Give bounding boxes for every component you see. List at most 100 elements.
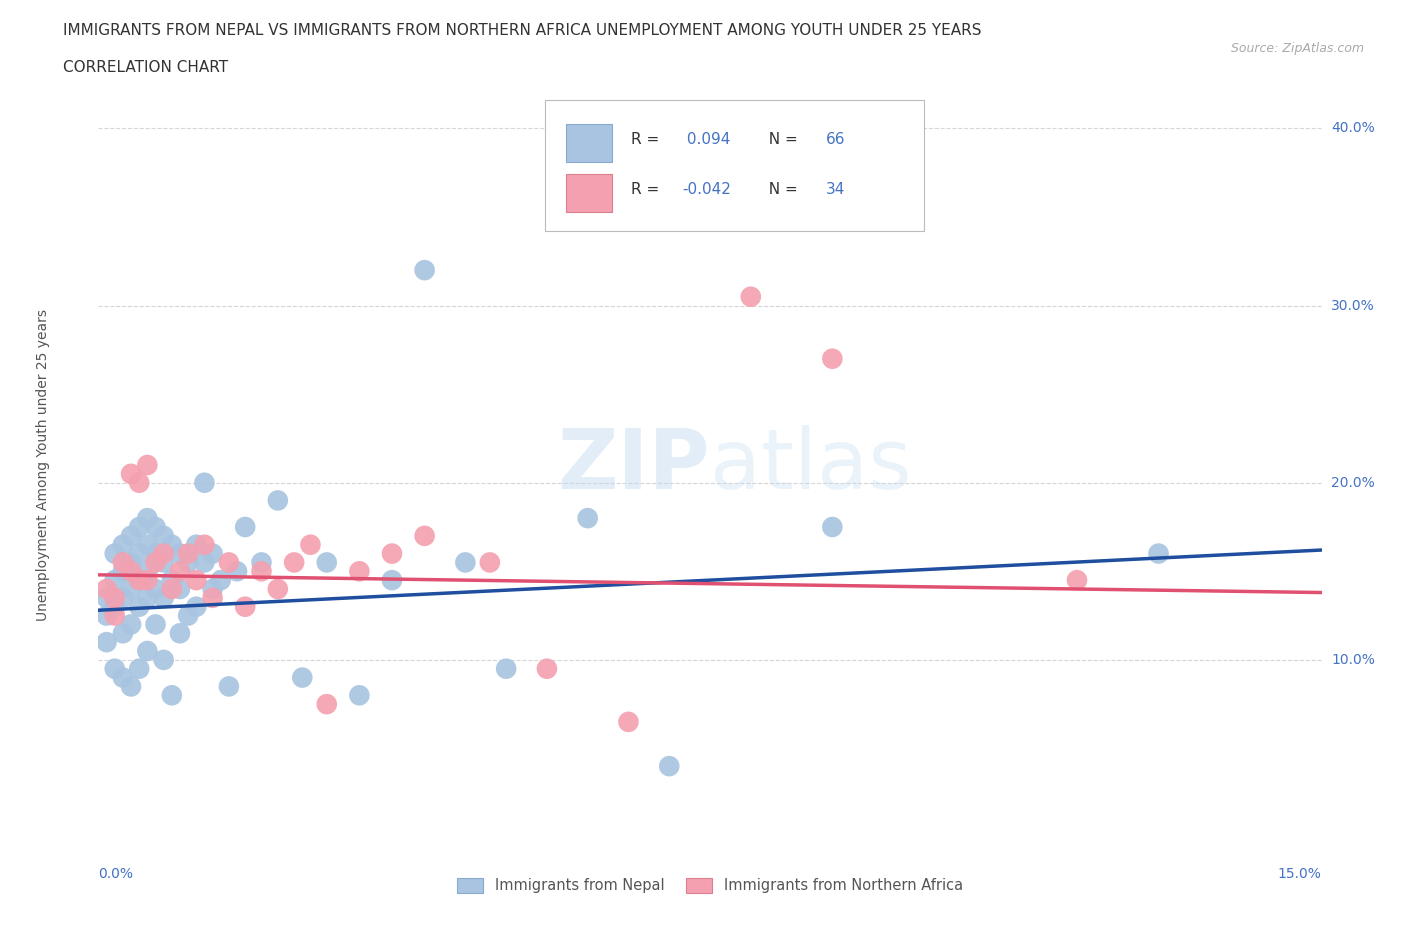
Point [193, 538, 215, 552]
Text: Unemployment Among Youth under 25 years: Unemployment Among Youth under 25 years [37, 309, 51, 621]
Point [283, 555, 305, 570]
Point [381, 573, 404, 588]
Point [128, 520, 150, 535]
Point [120, 467, 142, 482]
Point [218, 555, 240, 570]
Point [233, 599, 256, 614]
Point [177, 555, 200, 570]
Point [152, 591, 174, 605]
Point [152, 546, 174, 561]
Point [120, 679, 142, 694]
Text: Source: ZipAtlas.com: Source: ZipAtlas.com [1230, 42, 1364, 55]
Point [186, 538, 208, 552]
Point [128, 546, 150, 561]
Point [160, 573, 183, 588]
Text: 34: 34 [827, 182, 845, 197]
Point [160, 581, 183, 596]
Point [152, 555, 174, 570]
Point [104, 591, 127, 605]
Point [201, 591, 224, 605]
Point [145, 581, 167, 596]
Point [120, 564, 142, 578]
Point [413, 528, 436, 543]
Point [104, 573, 127, 588]
Point [136, 458, 159, 472]
Point [152, 653, 174, 668]
Point [96, 634, 118, 649]
Point [267, 581, 290, 596]
Legend: Immigrants from Nepal, Immigrants from Northern Africa: Immigrants from Nepal, Immigrants from N… [457, 878, 963, 893]
Point [111, 564, 134, 578]
Text: 0.0%: 0.0% [98, 867, 134, 881]
Point [186, 573, 208, 588]
Text: 20.0%: 20.0% [1331, 476, 1375, 490]
Point [120, 581, 142, 596]
Point [104, 608, 127, 623]
Point [218, 679, 240, 694]
Point [193, 475, 215, 490]
Point [111, 591, 134, 605]
Point [536, 661, 558, 676]
Point [111, 626, 134, 641]
Point [145, 520, 167, 535]
Point [169, 564, 191, 578]
Point [658, 759, 681, 774]
Point [1066, 573, 1088, 588]
Point [136, 644, 159, 658]
Point [381, 546, 404, 561]
Point [169, 626, 191, 641]
Text: R =: R = [630, 132, 664, 147]
Point [209, 573, 232, 588]
Point [413, 262, 436, 277]
Point [111, 555, 134, 570]
Point [315, 697, 337, 711]
Text: atlas: atlas [710, 424, 911, 506]
Point [495, 661, 517, 676]
Point [349, 688, 371, 703]
Point [136, 591, 159, 605]
Point [740, 289, 762, 304]
Point [821, 520, 844, 535]
Point [128, 573, 150, 588]
Point [128, 661, 150, 676]
Text: N =: N = [759, 182, 803, 197]
Text: 15.0%: 15.0% [1278, 867, 1322, 881]
Point [299, 538, 322, 552]
Point [169, 546, 191, 561]
Text: 40.0%: 40.0% [1331, 122, 1375, 136]
Point [104, 546, 127, 561]
Point [136, 511, 159, 525]
Point [120, 617, 142, 631]
Point [160, 688, 183, 703]
Text: 30.0%: 30.0% [1331, 299, 1375, 312]
Text: CORRELATION CHART: CORRELATION CHART [63, 60, 228, 75]
Point [267, 493, 290, 508]
Point [104, 661, 127, 676]
Point [104, 599, 127, 614]
Point [250, 555, 273, 570]
Point [1147, 546, 1170, 561]
Point [145, 546, 167, 561]
Text: 0.094: 0.094 [682, 132, 730, 147]
Point [233, 520, 256, 535]
Point [96, 608, 118, 623]
Text: 10.0%: 10.0% [1331, 653, 1375, 667]
Point [145, 555, 167, 570]
Point [160, 538, 183, 552]
Text: ZIP: ZIP [558, 424, 710, 506]
Point [169, 581, 191, 596]
Point [454, 555, 477, 570]
FancyBboxPatch shape [565, 174, 612, 212]
Point [136, 573, 159, 588]
Point [128, 573, 150, 588]
Point [136, 538, 159, 552]
Point [821, 352, 844, 366]
Point [291, 671, 314, 685]
Point [315, 555, 337, 570]
Point [111, 538, 134, 552]
Point [193, 555, 215, 570]
Point [576, 511, 599, 525]
FancyBboxPatch shape [565, 125, 612, 162]
Text: R =: R = [630, 182, 664, 197]
Point [201, 581, 224, 596]
